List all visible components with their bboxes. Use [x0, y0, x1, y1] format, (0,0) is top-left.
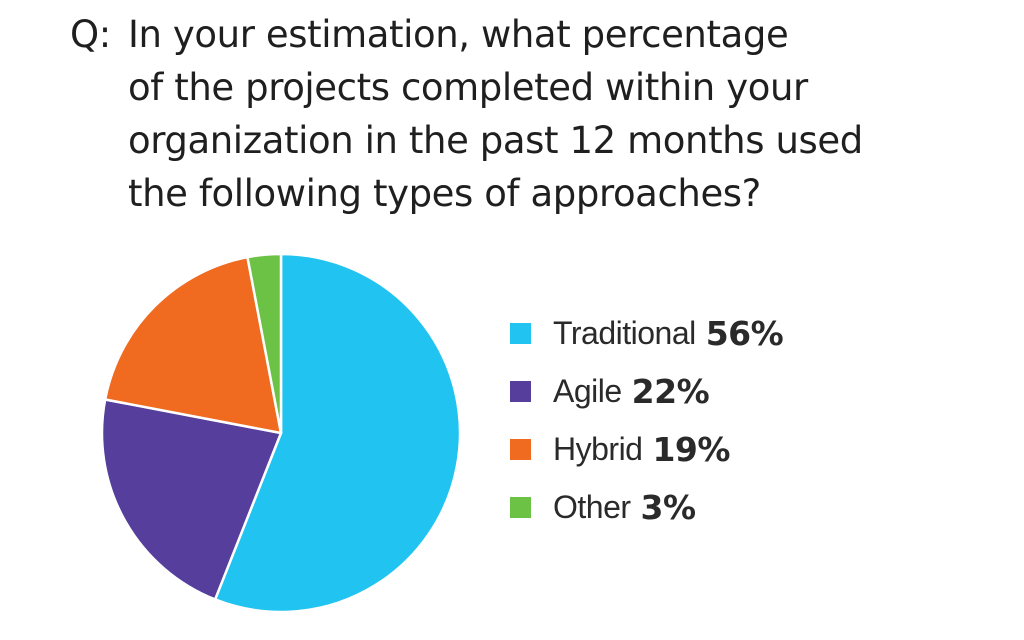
question-line-4: the following types of approaches?	[128, 172, 761, 215]
legend-item-traditional: Traditional 56%	[510, 304, 784, 362]
pie-slice-agile	[100, 398, 283, 601]
legend-swatch	[510, 496, 531, 518]
legend-value: 56%	[705, 313, 784, 353]
question-body: In your estimation, what percentage of t…	[128, 8, 1010, 220]
question-text: Q: In your estimation, what percentage o…	[70, 8, 1010, 220]
legend-swatch	[510, 438, 531, 460]
legend-label: Agile	[553, 372, 622, 409]
question-line-3: organization in the past 12 months used	[128, 119, 863, 162]
pie-slice-other	[246, 252, 283, 435]
pie-slice-hybrid	[103, 255, 283, 435]
legend-value: 3%	[640, 487, 697, 527]
legend-swatch	[510, 380, 531, 402]
legend-label: Hybrid	[553, 430, 643, 467]
legend-swatch	[510, 322, 531, 344]
question-prefix: Q:	[70, 13, 111, 56]
legend-label: Other	[553, 488, 631, 525]
pie-chart	[100, 252, 462, 614]
legend-value: 19%	[652, 429, 730, 469]
pie-slice-traditional	[213, 252, 462, 614]
legend-value: 22%	[631, 371, 710, 411]
question-line-1: In your estimation, what percentage	[128, 13, 789, 56]
legend-item-other: Other 3%	[510, 478, 783, 536]
legend-item-agile: Agile 22%	[510, 362, 783, 420]
question-line-2: of the projects completed within your	[128, 66, 808, 109]
legend-item-hybrid: Hybrid 19%	[510, 420, 783, 478]
chart-legend: Traditional 56% Agile 22% Hybrid 19% Oth…	[510, 304, 784, 536]
legend-label: Traditional	[553, 314, 696, 351]
